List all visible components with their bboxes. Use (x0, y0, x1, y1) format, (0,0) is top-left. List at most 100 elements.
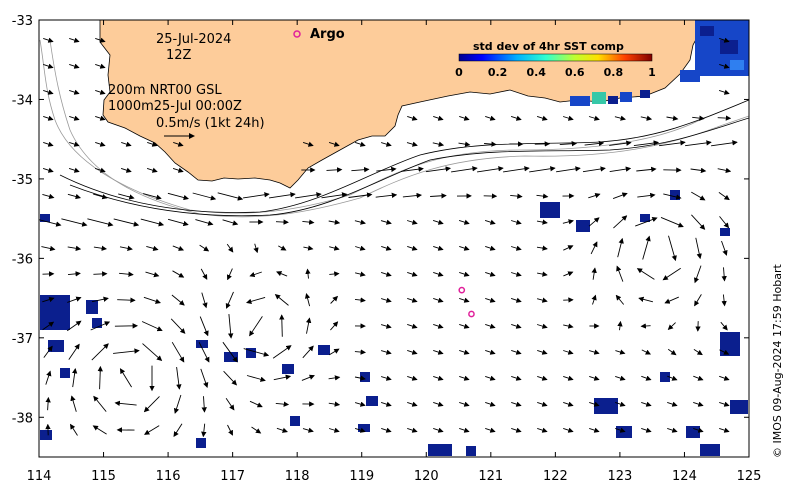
velocity-arrow (433, 271, 444, 277)
velocity-arrow (171, 341, 185, 363)
velocity-arrow (321, 192, 348, 199)
velocity-arrow (485, 375, 496, 381)
velocity-arrow (667, 375, 678, 381)
velocity-arrow (43, 115, 54, 121)
x-tick-label: 124 (672, 469, 697, 484)
velocity-arrow (613, 215, 628, 229)
velocity-arrow (70, 423, 78, 436)
velocity-arrow (330, 295, 339, 304)
velocity-arrow (93, 193, 108, 200)
velocity-arrow (120, 167, 132, 173)
velocity-arrow (459, 245, 470, 251)
velocity-arrow (693, 427, 704, 433)
velocity-arrow (201, 396, 207, 413)
velocity-arrow (692, 115, 705, 121)
x-tick-label: 119 (349, 469, 374, 484)
velocity-arrow (302, 141, 314, 147)
velocity-arrow (67, 245, 82, 251)
velocity-arrow (94, 167, 106, 173)
velocity-arrow (354, 401, 366, 407)
argo-legend-label: Argo (310, 27, 345, 42)
argo-floats (458, 286, 475, 318)
velocity-arrow (42, 321, 55, 331)
velocity-arrow (93, 245, 107, 251)
velocity-arrow (279, 314, 285, 337)
velocity-arrow (614, 115, 626, 121)
velocity-arrow (717, 115, 732, 121)
x-tick-label: 120 (414, 469, 439, 484)
velocity-arrow (273, 374, 292, 381)
velocity-arrow (584, 140, 605, 147)
velocity-arrow (42, 193, 55, 199)
velocity-arrow (201, 292, 208, 309)
velocity-arrow (433, 115, 444, 121)
velocity-arrow (510, 219, 522, 225)
velocity-arrow (376, 166, 397, 173)
velocity-arrow (276, 427, 288, 433)
velocity-arrow (642, 235, 651, 260)
bathymetry-contours (39, 39, 749, 218)
velocity-arrow (227, 424, 233, 436)
velocity-arrow (685, 140, 712, 147)
velocity-arrow (142, 343, 163, 361)
velocity-arrows (39, 37, 738, 438)
velocity-arrow (226, 243, 234, 253)
velocity-arrow (95, 37, 106, 43)
velocity-arrow (402, 192, 422, 199)
velocity-arrow (146, 167, 158, 173)
velocity-arrow (721, 240, 728, 256)
velocity-arrow (200, 368, 209, 388)
velocity-arrow (711, 140, 738, 147)
velocity-arrow (192, 192, 217, 201)
velocity-arrow (637, 192, 656, 199)
credit-label: © IMOS 09-Aug-2024 17:59 Hobart (771, 264, 784, 458)
x-axis: 114 115 116 117 118 119 120 121 122 123 124 125 (27, 20, 761, 484)
velocity-arrow (691, 214, 706, 230)
velocity-arrow (589, 401, 600, 407)
velocity-arrow (590, 241, 598, 255)
velocity-arrow (222, 219, 239, 226)
velocity-arrow (589, 427, 600, 433)
velocity-arrow (217, 192, 244, 201)
velocity-arrow (559, 141, 578, 147)
velocity-arrow (42, 296, 55, 303)
velocity-arrow (510, 297, 522, 303)
velocity-arrow (459, 297, 470, 303)
velocity-arrow (329, 245, 340, 251)
velocity-arrow (246, 375, 266, 382)
velocity-arrow (328, 141, 340, 147)
velocity-arrow (146, 245, 159, 251)
velocity-arrow (458, 141, 471, 147)
velocity-arrow (719, 37, 730, 43)
velocity-arrow (721, 294, 727, 307)
velocity-arrow (537, 375, 548, 381)
velocity-arrow (511, 375, 522, 381)
velocity-arrow (536, 193, 549, 199)
velocity-arrow (430, 193, 447, 199)
velocity-arrow (660, 216, 684, 228)
velocity-arrow (223, 370, 238, 386)
velocity-arrow (615, 294, 625, 305)
velocity-arrow (354, 271, 366, 277)
velocity-arrow (201, 423, 207, 438)
velocity-arrow (664, 296, 679, 304)
velocity-arrow (484, 219, 496, 225)
velocity-arrow (170, 318, 186, 334)
y-tick-label: -38 (12, 411, 33, 426)
velocity-arrow (718, 89, 730, 95)
velocity-arrow (355, 245, 366, 251)
velocity-arrow (328, 219, 341, 225)
velocity-arrow (173, 394, 182, 414)
velocity-arrow (354, 349, 366, 355)
velocity-arrow (612, 192, 628, 200)
velocity-arrow (563, 323, 574, 329)
velocity-arrow (67, 271, 81, 277)
velocity-arrow (668, 235, 677, 262)
velocity-arrow (381, 427, 392, 433)
velocity-arrow (380, 401, 392, 407)
velocity-arrow (615, 427, 626, 433)
velocity-arrow (328, 375, 341, 381)
velocity-arrow (243, 192, 270, 199)
velocity-arrow (144, 425, 160, 435)
velocity-arrow (198, 341, 210, 363)
